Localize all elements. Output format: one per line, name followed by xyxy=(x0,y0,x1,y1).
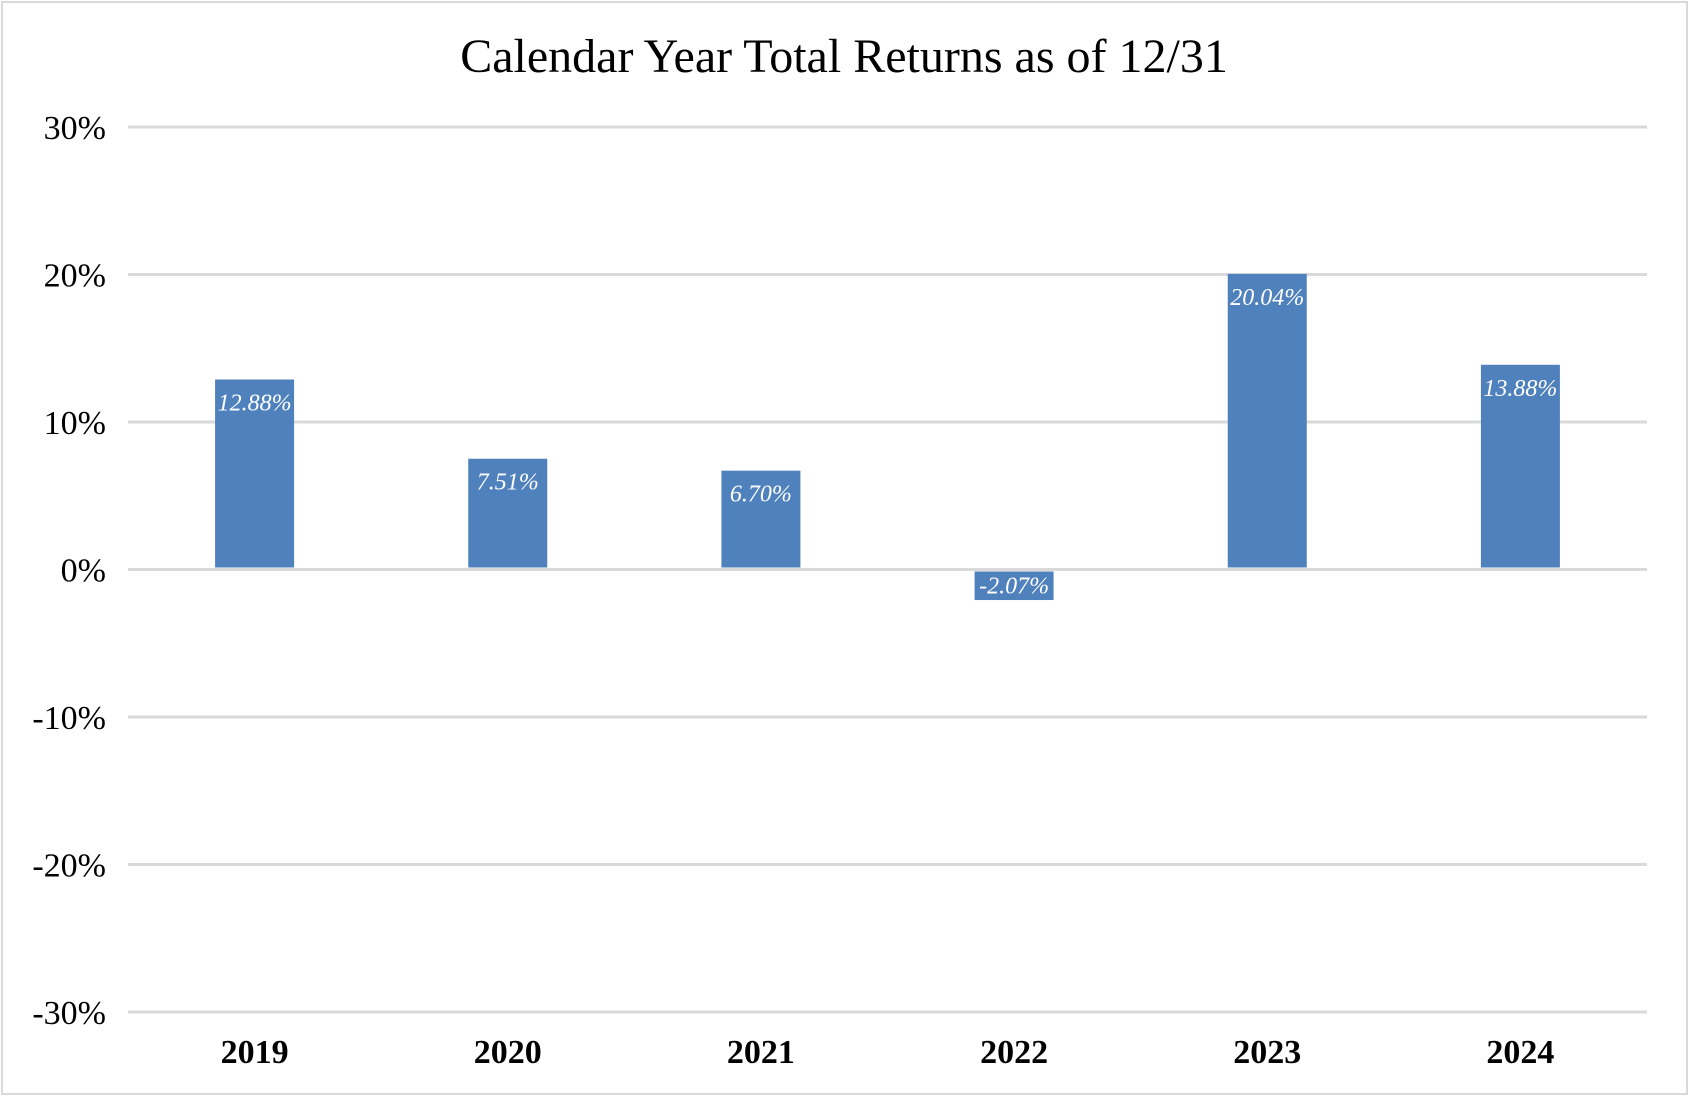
x-tick-label: 2022 xyxy=(980,1034,1048,1071)
x-tick-label: 2019 xyxy=(221,1034,289,1071)
bar-2021 xyxy=(721,470,801,568)
y-tick-label: -20% xyxy=(32,848,106,885)
y-tick-label: -30% xyxy=(32,995,106,1032)
x-tick-label: 2023 xyxy=(1233,1034,1301,1071)
bars xyxy=(215,273,1560,601)
x-tick-label: 2020 xyxy=(474,1034,542,1071)
data-label: 6.70% xyxy=(730,482,792,508)
data-label: 13.88% xyxy=(1483,376,1557,402)
y-tick-label: 20% xyxy=(44,258,106,295)
y-tick-label: 0% xyxy=(61,553,106,590)
data-label: 20.04% xyxy=(1230,285,1304,311)
data-label: 12.88% xyxy=(218,391,292,417)
bar-2023 xyxy=(1227,273,1307,568)
bar-2019 xyxy=(215,379,295,568)
chart-title: Calendar Year Total Returns as of 12/31 xyxy=(460,30,1228,83)
bar-2020 xyxy=(468,458,548,568)
data-label: -2.07% xyxy=(979,574,1049,600)
gridlines xyxy=(128,125,1647,1014)
x-tick-label: 2024 xyxy=(1486,1034,1554,1071)
y-axis-tick-labels: 30% 20% 10% 0% -10% -20% -30% xyxy=(32,110,106,1032)
y-tick-label: -10% xyxy=(32,700,106,737)
data-labels: 12.88% 7.51% 6.70% -2.07% 20.04% 13.88% xyxy=(218,285,1558,600)
y-tick-label: 10% xyxy=(44,405,106,442)
y-tick-label: 30% xyxy=(44,110,106,147)
bar-2024 xyxy=(1480,364,1560,568)
x-axis-tick-labels: 2019 2020 2021 2022 2023 2024 xyxy=(221,1034,1555,1071)
bar-2022 xyxy=(974,571,1054,601)
x-tick-label: 2021 xyxy=(727,1034,795,1071)
data-label: 7.51% xyxy=(477,470,539,496)
